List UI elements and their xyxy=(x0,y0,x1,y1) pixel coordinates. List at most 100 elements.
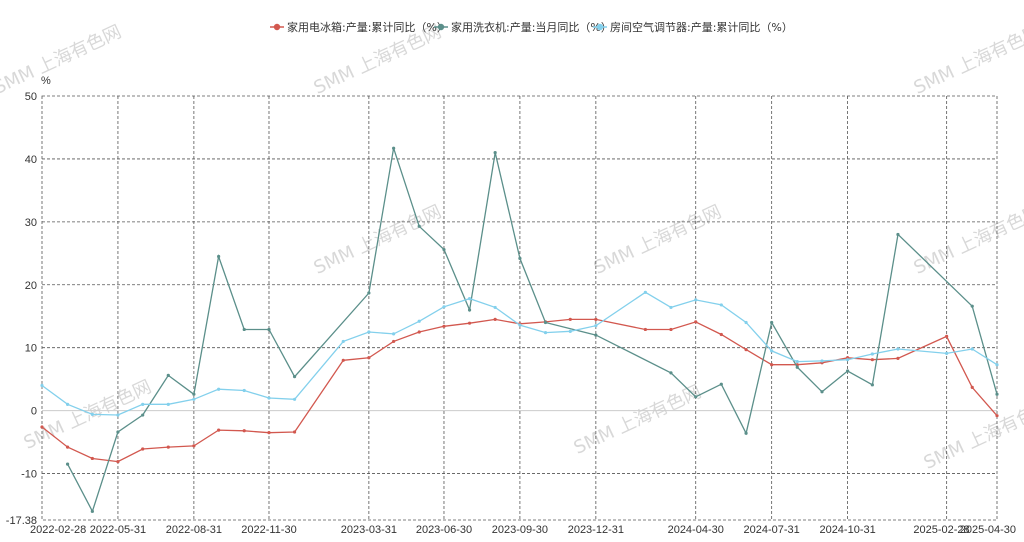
y-tick-label: 40 xyxy=(25,154,37,166)
data-point xyxy=(896,232,900,237)
series-line-2 xyxy=(67,147,998,513)
watermark-text: SMM 上海有色网 xyxy=(911,201,1024,278)
data-point xyxy=(594,333,598,337)
data-point xyxy=(267,431,271,435)
data-point xyxy=(217,428,221,432)
data-point xyxy=(242,429,246,433)
data-point xyxy=(518,256,522,260)
y-tick-label: 20 xyxy=(25,280,37,292)
data-point xyxy=(543,331,548,335)
legend-swatch-marker xyxy=(596,23,604,31)
data-point xyxy=(846,369,850,373)
data-point xyxy=(417,224,421,228)
data-point xyxy=(442,324,446,328)
data-point xyxy=(367,330,371,334)
data-point xyxy=(694,298,698,302)
data-point xyxy=(568,317,572,321)
x-tick-label: 2022-02-28 xyxy=(30,524,86,536)
watermarks: SMM 上海有色网 SMM 上海有色网 SMM 上海有色网 SMM 上海有色网 SMM … xyxy=(0,21,1024,473)
data-point xyxy=(292,375,297,379)
legend-label: 家用电冰箱:产量:累计同比（%） xyxy=(287,20,448,34)
data-point xyxy=(945,351,949,355)
data-point xyxy=(392,146,396,150)
data-point xyxy=(292,397,297,401)
data-point xyxy=(90,412,94,417)
data-point xyxy=(467,308,472,312)
data-point xyxy=(166,445,170,449)
data-point xyxy=(518,323,522,327)
y-tick-label: 50 xyxy=(25,91,37,103)
data-point xyxy=(669,305,673,310)
data-point xyxy=(417,319,421,323)
data-point xyxy=(543,320,548,325)
data-point xyxy=(770,349,774,353)
data-point xyxy=(367,291,371,295)
data-point xyxy=(267,396,271,400)
data-point xyxy=(795,359,799,364)
grid xyxy=(41,95,998,521)
x-tick-label: 2023-12-31 xyxy=(568,524,624,536)
watermark-text: SMM 上海有色网 xyxy=(591,201,725,278)
data-point xyxy=(896,347,900,351)
data-point xyxy=(594,324,598,328)
data-point xyxy=(694,395,698,399)
data-point xyxy=(669,371,673,375)
data-point xyxy=(141,447,145,451)
data-point xyxy=(945,334,949,338)
series-line-3 xyxy=(41,291,998,416)
data-point xyxy=(65,462,70,466)
watermark-text: SMM 上海有色网 xyxy=(571,381,705,458)
data-point xyxy=(392,339,396,344)
data-point xyxy=(770,363,774,367)
data-point xyxy=(392,332,396,336)
data-point xyxy=(192,397,196,401)
y-axis-ticks: 50 40 30 20 10 0 -10 -17.38 xyxy=(6,91,37,527)
x-tick-label: 2024-07-31 xyxy=(744,524,800,536)
data-point xyxy=(116,430,120,434)
data-point xyxy=(643,327,647,332)
data-point xyxy=(242,327,246,332)
data-point xyxy=(192,444,196,448)
data-point xyxy=(744,320,748,325)
x-tick-label: 2023-03-31 xyxy=(341,524,397,536)
legend: 家用电冰箱:产量:累计同比（%） 家用洗衣机:产量:当月同比（%）房间空气调节器:… xyxy=(270,20,793,34)
x-tick-label: 2025-04-30 xyxy=(960,524,1016,536)
data-point xyxy=(795,365,799,369)
x-tick-label: 2022-05-31 xyxy=(90,524,146,536)
y-tick-label: 0 xyxy=(31,406,37,418)
data-point xyxy=(242,388,246,393)
data-point xyxy=(995,392,999,396)
data-point xyxy=(40,425,44,429)
data-point xyxy=(141,413,145,417)
data-point xyxy=(166,373,170,377)
data-point xyxy=(442,305,446,309)
data-point xyxy=(870,383,874,387)
watermark-text: SMM 上海有色网 xyxy=(921,396,1024,473)
x-tick-label: 2022-08-31 xyxy=(166,524,222,536)
legend-swatch-marker xyxy=(273,23,281,31)
data-point xyxy=(90,456,94,461)
data-point xyxy=(141,402,145,406)
data-point xyxy=(493,317,497,321)
y-tick-label: -17.38 xyxy=(6,515,37,527)
data-point xyxy=(217,387,221,391)
data-point xyxy=(870,358,874,362)
series-lines xyxy=(40,146,999,513)
y-tick-label: -10 xyxy=(21,469,37,481)
data-point xyxy=(367,356,371,360)
data-point xyxy=(417,330,421,334)
data-point xyxy=(467,297,472,301)
legend-swatch-marker xyxy=(437,23,445,31)
x-axis-ticks: 2022-02-28 2022-05-31 2022-08-31 2022-11-30… xyxy=(30,524,1016,536)
data-point xyxy=(341,339,345,344)
data-point xyxy=(719,303,723,307)
data-point xyxy=(970,347,974,351)
data-point xyxy=(719,382,723,386)
data-point xyxy=(669,327,673,332)
data-point xyxy=(846,358,850,362)
data-point xyxy=(719,332,723,337)
data-point xyxy=(217,254,221,259)
data-point xyxy=(568,329,572,333)
x-tick-label: 2022-11-30 xyxy=(241,524,296,536)
